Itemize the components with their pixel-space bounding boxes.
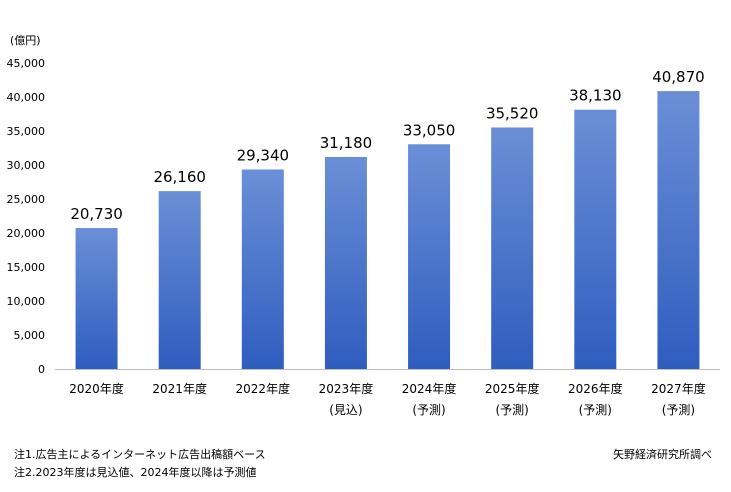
y-tick-label: 5,000 [14,329,46,342]
x-axis: 2020年度 2021年度 2022年度 2023年度 (見込) 2024年度 (予測) 20… [69,381,705,417]
x-tick-label: 2027年度 [651,381,706,396]
y-tick-label: 35,000 [7,125,46,138]
y-axis-unit-label: (億円) [10,34,41,47]
y-tick-label: 20,000 [7,227,46,240]
footnote-2: 注2.2023年度は見込値、2024年度以降は予測値 [14,466,257,479]
x-tick-label: 2021年度 [152,381,207,396]
data-label: 33,050 [403,121,456,139]
data-label: 35,520 [486,104,539,122]
bar [324,156,367,369]
y-tick-label: 40,000 [7,91,46,104]
x-tick-label: 2026年度 [568,381,623,396]
data-label: 31,180 [320,134,373,152]
x-tick-label: 2023年度 [319,381,374,396]
x-tick-label: (予測) [579,403,612,417]
data-label: 29,340 [237,146,290,164]
data-label: 26,160 [153,168,206,186]
data-label: 38,130 [569,87,622,105]
data-labels: 20,730 26,160 29,340 31,180 33,050 35,520 38,1… [70,68,704,223]
y-tick-label: 15,000 [7,261,46,274]
x-tick-label: (見込) [329,403,362,417]
bar [491,127,534,370]
y-tick-label: 0 [38,363,45,376]
bar [408,144,451,369]
x-tick-label: 2024年度 [402,381,457,396]
bar [158,191,201,369]
y-tick-label: 30,000 [7,159,46,172]
data-label: 20,730 [70,205,123,223]
x-tick-label: (予測) [412,403,445,417]
source-note: 矢野経済研究所調べ [613,448,712,461]
x-tick-label: (予測) [496,403,529,417]
x-tick-label: 2025年度 [485,381,540,396]
data-label: 40,870 [652,68,705,86]
x-tick-label: (予測) [662,403,695,417]
y-tick-label: 25,000 [7,193,46,206]
x-tick-label: 2020年度 [69,381,124,396]
x-tick-label: 2022年度 [236,381,291,396]
bar [574,109,617,369]
footnote-1: 注1.広告主によるインターネット広告出稿額ベース [14,448,266,461]
bar [657,91,700,370]
y-axis: 0 5,000 10,000 15,000 20,000 25,000 30,000 35,0… [7,57,46,376]
bars [75,91,700,370]
y-tick-label: 45,000 [7,57,46,70]
y-tick-label: 10,000 [7,295,46,308]
bar [241,169,284,369]
bar [75,228,118,369]
